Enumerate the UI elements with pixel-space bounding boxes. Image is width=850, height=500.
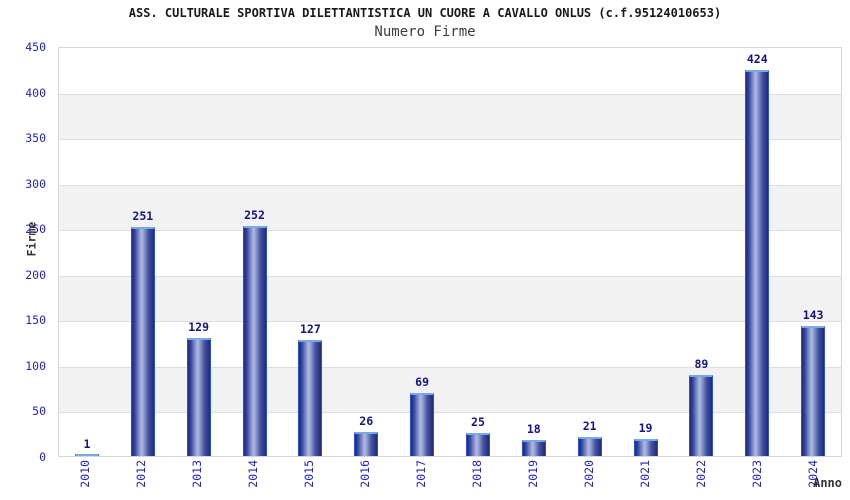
bar-value-label: 18 bbox=[526, 422, 541, 436]
x-slot: 2015 bbox=[282, 460, 338, 500]
y-axis-label: Firme bbox=[24, 221, 39, 257]
bar-value-label: 424 bbox=[746, 52, 768, 66]
y-tick-label: 350 bbox=[25, 131, 46, 146]
y-tick-label: 450 bbox=[25, 40, 46, 54]
x-tick-label: 2010 bbox=[78, 460, 93, 488]
bar-slot: 129 bbox=[171, 48, 227, 456]
bar bbox=[354, 432, 379, 456]
bar-slot: 89 bbox=[673, 48, 729, 456]
gridline bbox=[59, 93, 841, 95]
x-slot: 2014 bbox=[226, 460, 282, 500]
bar-value-label: 129 bbox=[188, 320, 210, 334]
bar-slot: 69 bbox=[394, 48, 450, 456]
bar-slot: 252 bbox=[227, 48, 283, 456]
bar-slot: 19 bbox=[618, 48, 674, 456]
bar bbox=[689, 375, 714, 456]
bar bbox=[745, 70, 770, 456]
gridline bbox=[59, 230, 841, 232]
alt-band bbox=[59, 275, 841, 322]
x-tick-label: 2014 bbox=[246, 460, 261, 488]
y-tick-label: 0 bbox=[39, 450, 46, 464]
x-slot: 2021 bbox=[618, 460, 674, 500]
bar-value-label: 1 bbox=[83, 437, 91, 451]
bar bbox=[298, 340, 323, 456]
y-tick-label: 200 bbox=[25, 267, 46, 282]
bar bbox=[242, 226, 267, 456]
plot-area: 1 251 129 252 127 26 69 25 18 21 19 89 424 143 bbox=[58, 47, 842, 457]
y-tick-label: 50 bbox=[32, 404, 46, 419]
bar-slot: 143 bbox=[785, 48, 841, 456]
x-slot: 2023 bbox=[730, 460, 786, 500]
gridline bbox=[59, 321, 841, 323]
bar-value-label: 89 bbox=[694, 357, 709, 371]
x-slot: 2016 bbox=[338, 460, 394, 500]
bar-value-label: 252 bbox=[244, 208, 265, 222]
x-tick-label: 2023 bbox=[750, 460, 765, 488]
bar bbox=[465, 433, 490, 456]
bar bbox=[410, 393, 435, 456]
alt-band bbox=[59, 184, 841, 231]
x-tick-label: 2018 bbox=[470, 460, 485, 488]
bar-value-label: 69 bbox=[415, 375, 430, 389]
x-tick-label: 2020 bbox=[582, 460, 597, 488]
x-tick-label: 2016 bbox=[358, 460, 373, 488]
bar-value-label: 25 bbox=[471, 415, 485, 429]
y-tick-label: 100 bbox=[25, 358, 46, 373]
x-slot: 2010 bbox=[58, 460, 114, 500]
x-tick-label: 2019 bbox=[526, 460, 541, 488]
bar-value-label: 26 bbox=[359, 414, 374, 428]
y-axis: 0 50 100 150 200 250 300 350 400 450 bbox=[0, 40, 50, 464]
x-tick-label: 2015 bbox=[302, 460, 317, 488]
bar-value-label: 143 bbox=[802, 308, 824, 322]
bar-slot: 127 bbox=[282, 48, 338, 456]
bar-value-label: 21 bbox=[582, 419, 597, 433]
bar-slot: 1 bbox=[59, 48, 115, 456]
bar-slot: 25 bbox=[450, 48, 506, 456]
bar bbox=[521, 440, 546, 456]
bar-slot: 251 bbox=[115, 48, 171, 456]
bar bbox=[801, 326, 826, 456]
x-tick-label: 2022 bbox=[694, 460, 709, 488]
gridline bbox=[59, 139, 841, 141]
x-tick-label: 2021 bbox=[638, 460, 653, 488]
x-slot: 2022 bbox=[674, 460, 730, 500]
bar-slot: 26 bbox=[338, 48, 394, 456]
gridline bbox=[59, 275, 841, 277]
x-slot: 2012 bbox=[114, 460, 170, 500]
bar-slot: 18 bbox=[506, 48, 562, 456]
bars-layer: 1 251 129 252 127 26 69 25 18 21 19 89 424 143 bbox=[59, 48, 841, 456]
bar-slot: 21 bbox=[562, 48, 618, 456]
x-slot: 2018 bbox=[450, 460, 506, 500]
alt-band bbox=[59, 93, 841, 140]
y-tick-label: 400 bbox=[25, 85, 46, 100]
gridline bbox=[59, 366, 841, 368]
y-tick-label: 300 bbox=[25, 176, 46, 191]
bar bbox=[186, 338, 211, 456]
y-tick-label: 250 bbox=[25, 222, 46, 237]
bar bbox=[577, 437, 602, 456]
bar-value-label: 127 bbox=[299, 322, 321, 336]
x-slot: 2020 bbox=[562, 460, 618, 500]
x-tick-label: 2017 bbox=[414, 460, 429, 488]
x-tick-label: 2013 bbox=[190, 460, 205, 488]
bar-slot: 424 bbox=[729, 48, 785, 456]
bar bbox=[74, 454, 99, 456]
y-tick-label: 150 bbox=[25, 313, 46, 328]
x-slot: 2013 bbox=[170, 460, 226, 500]
gridline bbox=[59, 184, 841, 186]
x-slot: 2019 bbox=[506, 460, 562, 500]
chart-title: ASS. CULTURALE SPORTIVA DILETTANTISTICA … bbox=[128, 6, 722, 20]
chart-subtitle: Numero Firme bbox=[374, 24, 476, 40]
bar-value-label: 251 bbox=[132, 209, 154, 223]
bar bbox=[633, 439, 658, 456]
bar-value-label: 19 bbox=[638, 421, 653, 435]
x-axis-label: Anno bbox=[813, 476, 842, 490]
x-axis: 2010 2012 2013 2014 2015 2016 2017 2018 2019 2020… bbox=[58, 460, 842, 500]
bar bbox=[130, 227, 155, 456]
x-slot: 2017 bbox=[394, 460, 450, 500]
gridline bbox=[59, 412, 841, 414]
x-tick-label: 2012 bbox=[134, 460, 149, 488]
